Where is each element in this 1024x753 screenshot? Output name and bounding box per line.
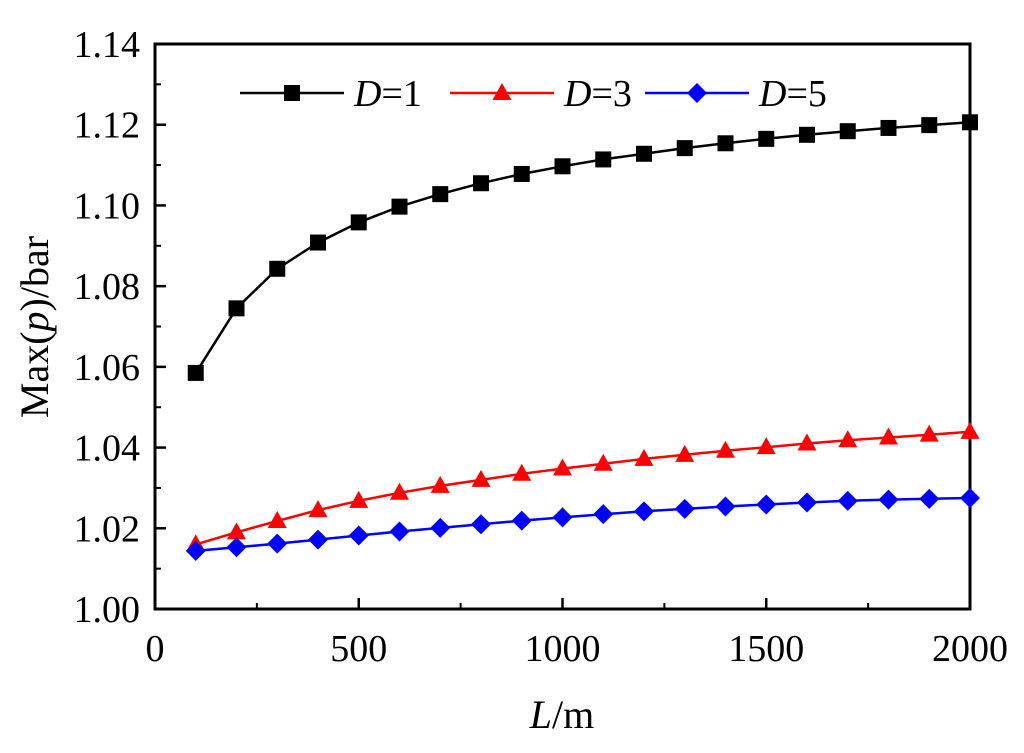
y-axis-title-var: p (12, 311, 57, 334)
y-tick-label: 1.12 (74, 105, 141, 147)
data-point-square (351, 214, 367, 230)
data-point-diamond (308, 530, 328, 550)
data-point-square (310, 235, 326, 251)
data-point-diamond (919, 489, 939, 509)
legend-marker-square (284, 85, 300, 101)
data-point-square (229, 300, 245, 316)
data-point-diamond (390, 522, 410, 542)
x-tick-label: 2000 (932, 628, 1008, 670)
data-point-square (921, 117, 937, 133)
legend-label-value: =1 (381, 73, 421, 115)
legend-marker-triangle (493, 83, 512, 100)
data-point-square (962, 114, 978, 130)
legend-label: D=1 (353, 73, 422, 115)
data-point-diamond (716, 496, 736, 516)
x-tick-label: 1500 (728, 628, 804, 670)
data-point-square (758, 131, 774, 147)
axis-tick-labels: 0 500 1000 1500 2000 1.00 1.02 1.04 1.06 1.08 1.10… (74, 24, 1009, 670)
data-point-square (840, 123, 856, 139)
legend-label: D=5 (758, 73, 827, 115)
legend-label-value: =5 (786, 73, 826, 115)
data-point-square (432, 186, 448, 202)
data-point-square (188, 365, 204, 381)
data-point-diamond (349, 526, 369, 546)
data-point-diamond (471, 514, 491, 534)
y-axis-title-post: )/bar (12, 236, 57, 312)
data-point-diamond (675, 499, 695, 519)
data-point-square (718, 135, 734, 151)
data-point-square (269, 261, 285, 277)
legend: D=1D=3D=5 (240, 73, 827, 115)
y-tick-label: 1.10 (74, 185, 141, 227)
legend-marker-diamond (687, 83, 707, 103)
x-axis-title-var: L (529, 692, 552, 737)
series-3 (186, 488, 980, 561)
y-tick-label: 1.06 (74, 347, 141, 389)
legend-label-var: D (353, 73, 381, 115)
series-line (196, 432, 970, 545)
y-tick-label: 1.02 (74, 508, 141, 550)
data-point-diamond (960, 488, 980, 508)
data-point-square (595, 151, 611, 167)
data-point-diamond (756, 494, 776, 514)
data-point-triangle (961, 422, 980, 439)
y-tick-label: 1.00 (74, 589, 141, 631)
data-point-diamond (879, 490, 899, 510)
legend-label-var: D (758, 73, 786, 115)
legend-label: D=3 (563, 73, 632, 115)
data-point-diamond (267, 534, 287, 554)
x-axis-title: L/m (529, 692, 594, 737)
data-point-square (677, 140, 693, 156)
y-tick-label: 1.08 (74, 266, 141, 308)
data-point-diamond (512, 511, 532, 531)
data-point-square (473, 175, 489, 191)
series-layer (186, 114, 980, 561)
legend-item-1: D=1 (240, 73, 422, 115)
data-point-diamond (634, 501, 654, 521)
y-tick-label: 1.04 (74, 428, 141, 470)
data-point-square (555, 158, 571, 174)
data-point-diamond (553, 507, 573, 527)
data-point-diamond (186, 541, 206, 561)
x-tick-label: 500 (330, 628, 387, 670)
x-tick-label: 0 (146, 628, 165, 670)
data-point-diamond (227, 537, 247, 557)
legend-item-3: D=5 (645, 73, 827, 115)
legend-label-value: =3 (591, 73, 631, 115)
x-tick-label: 1000 (525, 628, 601, 670)
data-point-square (881, 120, 897, 136)
data-point-square (799, 127, 815, 143)
legend-item-2: D=3 (450, 73, 632, 115)
data-point-diamond (593, 504, 613, 524)
y-axis-title-pre: Max( (12, 331, 57, 418)
legend-label-var: D (563, 73, 591, 115)
y-axis-title: Max(p)/bar (12, 236, 57, 418)
series-1 (188, 114, 978, 381)
data-point-square (636, 146, 652, 162)
data-point-diamond (797, 492, 817, 512)
data-point-diamond (838, 491, 858, 511)
data-point-diamond (430, 518, 450, 538)
series-2 (186, 422, 979, 552)
y-tick-label: 1.14 (74, 24, 141, 66)
data-point-square (514, 166, 530, 182)
data-point-square (392, 199, 408, 215)
x-axis-title-unit: /m (552, 692, 594, 737)
